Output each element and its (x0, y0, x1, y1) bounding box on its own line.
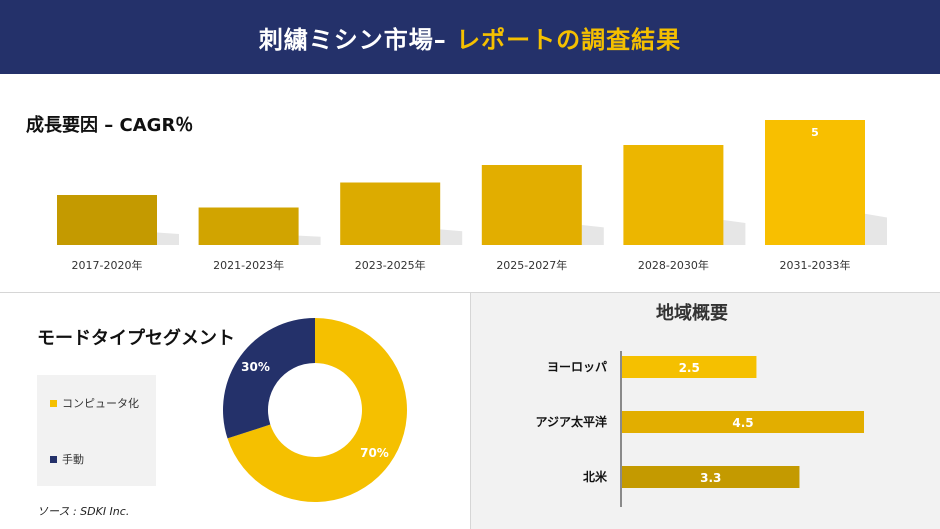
region-bar (622, 356, 757, 378)
cagr-bar (765, 120, 865, 245)
horizontal-divider (0, 292, 940, 293)
donut-slice (227, 318, 407, 502)
legend-label-computerized: コンピュータ化 (62, 397, 139, 410)
cagr-data-label: 5 (811, 126, 819, 139)
cagr-x-tick-label: 2028-2030年 (638, 258, 709, 272)
region-bar-value: 2.5 (679, 361, 700, 375)
cagr-x-tick-label: 2017-2020年 (72, 258, 143, 272)
cagr-x-tick-label: 2031-2033年 (780, 258, 851, 272)
legend-label-manual: 手動 (62, 453, 84, 466)
cagr-bar (57, 195, 157, 245)
cagr-bar-shadow (723, 220, 746, 245)
legend-item-computerized: コンピュータ化 (50, 395, 139, 411)
cagr-bar (481, 165, 582, 245)
region-bar (622, 466, 800, 488)
donut-legend (37, 375, 156, 486)
title-main: 刺繍ミシン市場– (258, 25, 457, 54)
donut-slice-label: 70% (360, 446, 389, 460)
region-bar (622, 411, 864, 433)
legend-swatch-yellow (50, 399, 57, 407)
cagr-bar (623, 145, 724, 245)
donut-slice-label: 30% (241, 360, 270, 374)
legend-swatch-navy (50, 455, 57, 463)
donut-slice (223, 318, 315, 439)
cagr-bar-shadow (440, 229, 463, 245)
region-category-label: ヨーロッパ (547, 360, 607, 374)
region-bar-value: 3.3 (700, 471, 721, 485)
mode-segment-title: モードタイプセグメント (37, 328, 235, 349)
cagr-bar-shadow (581, 225, 604, 245)
region-bar-chart: 2.5 ヨーロッパ 4.5 アジア太平洋 3.3 北米 (535, 351, 864, 507)
cagr-x-tick-label: 2025-2027年 (496, 258, 567, 272)
region-chart-title: 地域概要 (656, 303, 728, 324)
region-bar-value: 4.5 (732, 416, 753, 430)
header-banner: 刺繍ミシン市場– レポートの調査結果 (0, 0, 940, 74)
cagr-bar (198, 207, 299, 245)
cagr-x-tick-label: 2021-2023年 (213, 258, 284, 272)
region-category-label: 北米 (583, 469, 608, 484)
vertical-divider (470, 293, 471, 529)
legend-item-manual: 手動 (50, 451, 84, 467)
region-category-label: アジア太平洋 (535, 414, 607, 429)
cagr-bar-shadow (865, 213, 887, 245)
mode-donut-chart: 70% 30% (223, 318, 407, 502)
cagr-bar (340, 182, 441, 245)
cagr-bar-chart: 2017-2020年 2021-2023年 2023-2025年 2025-2027年… (57, 120, 887, 272)
title-accent: レポートの調査結果 (456, 25, 682, 54)
cagr-bar-shadow (298, 235, 321, 245)
cagr-x-tick-label: 2023-2025年 (355, 258, 426, 272)
cagr-chart-title: 成長要因 – CAGR％ (26, 115, 194, 136)
cagr-bar-shadow (157, 232, 179, 245)
page-title: 刺繍ミシン市場– レポートの調査結果 (259, 20, 681, 55)
source-note: ソース : SDKI Inc. (37, 505, 130, 518)
